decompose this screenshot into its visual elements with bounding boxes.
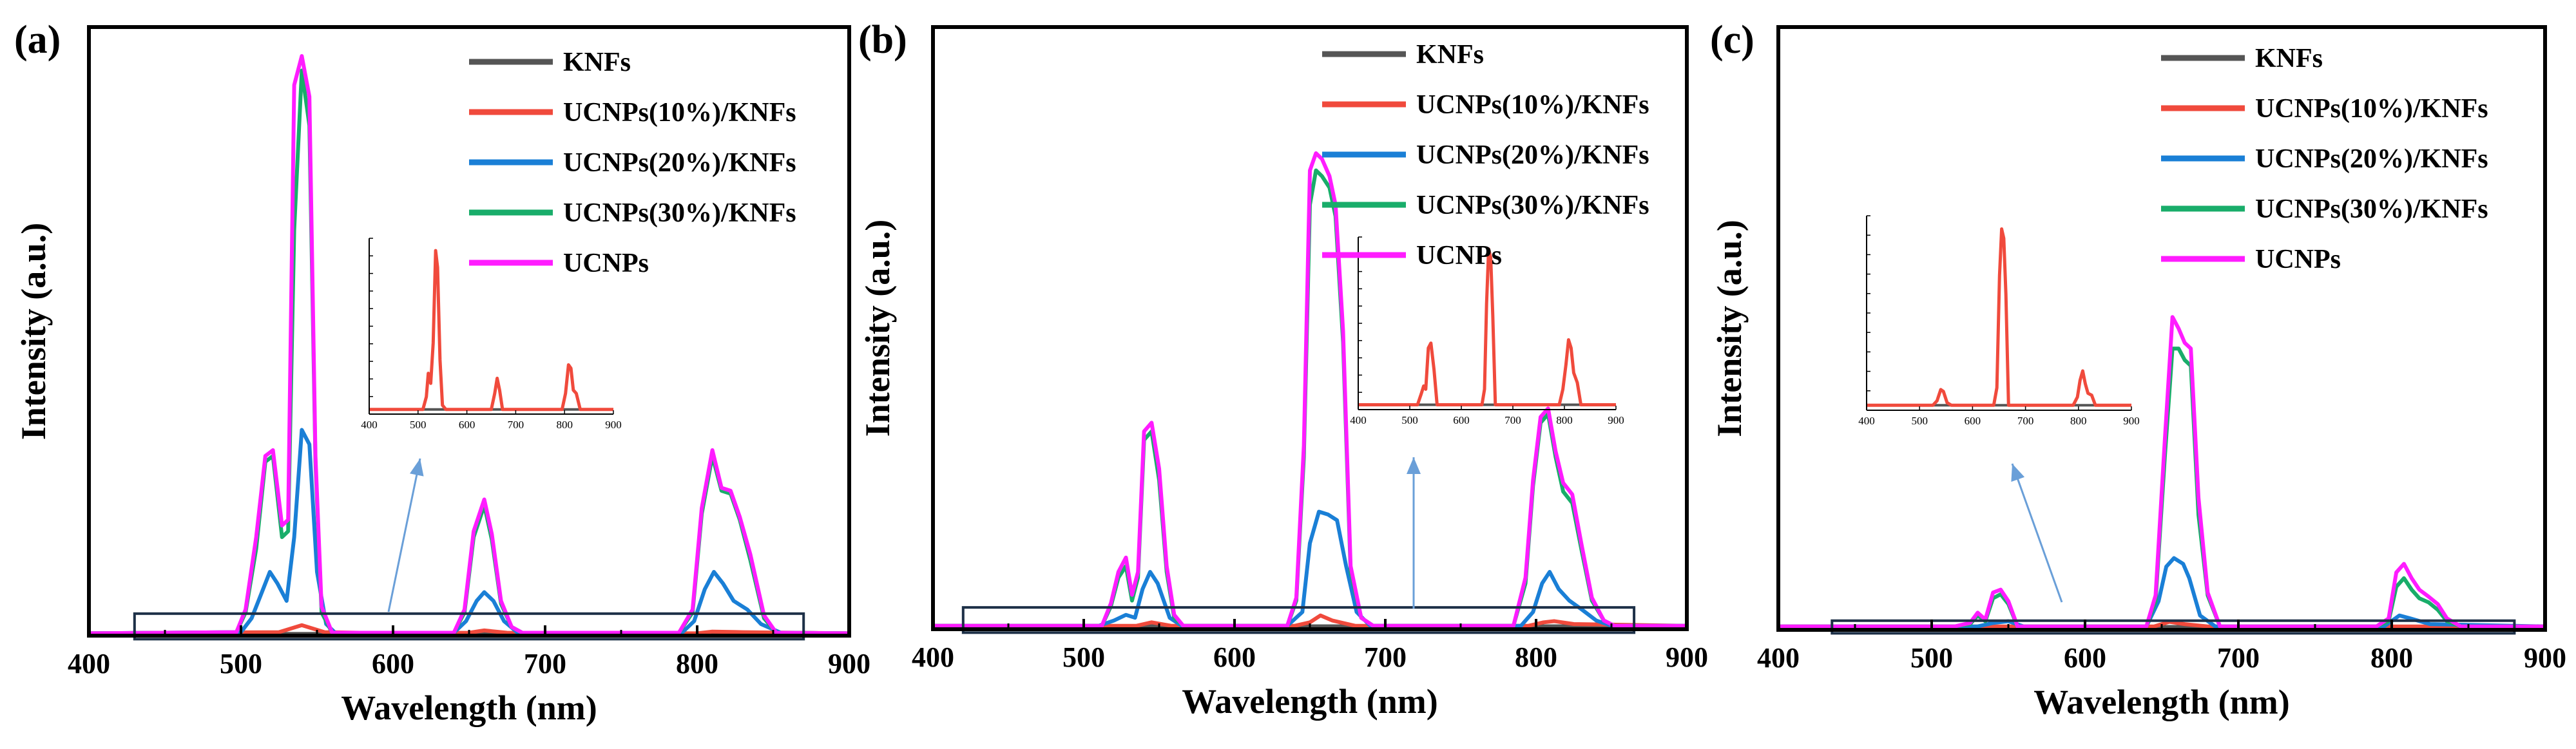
legend-label-ucnps-10-knfs: UCNPs(10%)/KNFs: [1416, 90, 1649, 120]
x-tick-label: 500: [1910, 642, 1953, 674]
x-tick-label: 600: [2064, 642, 2106, 674]
zoom-box: [133, 612, 805, 641]
inset-tick-label: 400: [1350, 414, 1367, 426]
series-line-ucnps-20-knfs: [88, 428, 850, 636]
legend-label-ucnps: UCNPs: [563, 249, 649, 278]
inset-tick-label: 700: [2017, 415, 2034, 427]
x-tick-label: 800: [2370, 642, 2413, 674]
x-tick-label: 600: [372, 648, 414, 679]
panel-c: (c) 400 500 600 700 800 900 400 500 600 700 800 900 W…: [1710, 18, 2566, 721]
inset-tick-label: 900: [2123, 415, 2140, 427]
x-axis-label: Wavelength (nm): [341, 688, 597, 727]
inset-plot: 400 500 600 700 800 900: [361, 238, 622, 431]
arrow-head: [409, 459, 424, 477]
series-line-ucnps-10-knfs: [933, 613, 1687, 628]
panel-label: (b): [858, 18, 907, 62]
arrow-head: [1407, 457, 1421, 474]
x-tick-label: 700: [1364, 641, 1407, 673]
inset-tick-label: 500: [410, 419, 427, 431]
panel-a: (a) 400 500 600 700 800 900 400 500 600 700 800 900 W…: [14, 18, 870, 727]
x-tick-label: 800: [1515, 641, 1557, 673]
inset-line-ucnps-10-knfs: [369, 249, 613, 412]
series-line-ucnps-20-knfs: [933, 509, 1687, 628]
legend-label-ucnps: UCNPs: [2255, 245, 2341, 274]
legend-label-ucnps-30-knfs: UCNPs(30%)/KNFs: [2255, 194, 2488, 224]
series-line-ucnps: [1778, 315, 2545, 629]
arrow-line: [2011, 463, 2063, 603]
inset-tick-label: 400: [1858, 415, 1875, 427]
x-tick-label: 900: [2524, 642, 2566, 674]
inset-tick-label: 700: [1504, 414, 1521, 426]
inset-tick-label: 800: [556, 419, 573, 431]
panel-label: (c): [1710, 18, 1754, 62]
inset-line-ucnps-10-knfs: [1358, 247, 1616, 406]
y-axis-label: Intensity (a.u.): [14, 223, 53, 441]
inset-plot: 400 500 600 700 800 900: [1858, 215, 2140, 427]
series-line-ucnps: [88, 54, 850, 636]
y-axis-label: Intensity (a.u.): [858, 220, 897, 437]
zoom-box: [1831, 619, 2516, 635]
legend-label-ucnps-30-knfs: UCNPs(30%)/KNFs: [563, 198, 796, 228]
legend-label-ucnps-30-knfs: UCNPs(30%)/KNFs: [1416, 191, 1649, 220]
legend-label-ucnps-10-knfs: UCNPs(10%)/KNFs: [2255, 94, 2488, 124]
inset-tick-label: 900: [605, 419, 622, 431]
inset-plot: 400 500 600 700 800 900: [1350, 236, 1624, 426]
x-tick-label: 900: [1666, 641, 1708, 673]
y-axis-label: Intensity (a.u.): [1710, 220, 1749, 437]
x-tick-label: 700: [524, 648, 566, 679]
x-tick-label: 400: [1757, 642, 1800, 674]
legend-label-knfs: KNFs: [563, 48, 631, 77]
x-tick-label: 600: [1213, 641, 1256, 673]
inset-tick-label: 600: [459, 419, 476, 431]
x-tick-label: 500: [220, 648, 262, 679]
x-axis-label: Wavelength (nm): [2033, 683, 2290, 721]
x-tick-label: 800: [676, 648, 718, 679]
x-tick-label: 400: [912, 641, 954, 673]
inset-tick-label: 500: [1911, 415, 1928, 427]
inset-tick-label: 900: [1608, 414, 1624, 426]
series-line-ucnps: [933, 151, 1687, 628]
series-line-ucnps-10-knfs: [88, 623, 850, 636]
arrow-head: [2011, 464, 2025, 482]
legend-label-ucnps-20-knfs: UCNPs(20%)/KNFs: [1416, 140, 1649, 170]
legend-label-ucnps-20-knfs: UCNPs(20%)/KNFs: [563, 148, 796, 178]
inset-tick-label: 700: [508, 419, 524, 431]
legend-label-ucnps-20-knfs: UCNPs(20%)/KNFs: [2255, 144, 2488, 174]
inset-tick-label: 800: [1556, 414, 1573, 426]
panel-label: (a): [14, 18, 61, 62]
inset-tick-label: 400: [361, 419, 378, 431]
inset-line-ucnps-10-knfs: [1867, 227, 2131, 407]
series-line-ucnps-20-knfs: [1778, 556, 2546, 629]
legend: KNFs UCNPs(10%)/KNFs UCNPs(20%)/KNFs UCNPs(…: [1322, 40, 1649, 270]
x-tick-label: 700: [2217, 642, 2260, 674]
inset-tick-label: 600: [1965, 415, 1981, 427]
inset-tick-label: 600: [1453, 414, 1470, 426]
x-tick-label: 900: [828, 648, 870, 679]
zoom-box: [961, 606, 1636, 634]
legend: KNFs UCNPs(10%)/KNFs UCNPs(20%)/KNFs UCNPs(…: [469, 48, 796, 278]
x-tick-label: 400: [68, 648, 110, 679]
inset-tick-label: 800: [2070, 415, 2087, 427]
arrow-line: [387, 458, 421, 612]
inset-tick-label: 500: [1401, 414, 1418, 426]
legend: KNFs UCNPs(10%)/KNFs UCNPs(20%)/KNFs UCNPs(…: [2161, 44, 2488, 274]
legend-label-ucnps: UCNPs: [1416, 241, 1502, 270]
x-tick-label: 500: [1062, 641, 1105, 673]
panel-b: (b) 400 500 600 700 800 900 400 500 600 700 800 900 W…: [858, 18, 1708, 721]
x-axis-label: Wavelength (nm): [1182, 682, 1438, 721]
legend-label-knfs: KNFs: [2255, 44, 2323, 73]
legend-label-ucnps-10-knfs: UCNPs(10%)/KNFs: [563, 98, 796, 128]
legend-label-knfs: KNFs: [1416, 40, 1484, 70]
